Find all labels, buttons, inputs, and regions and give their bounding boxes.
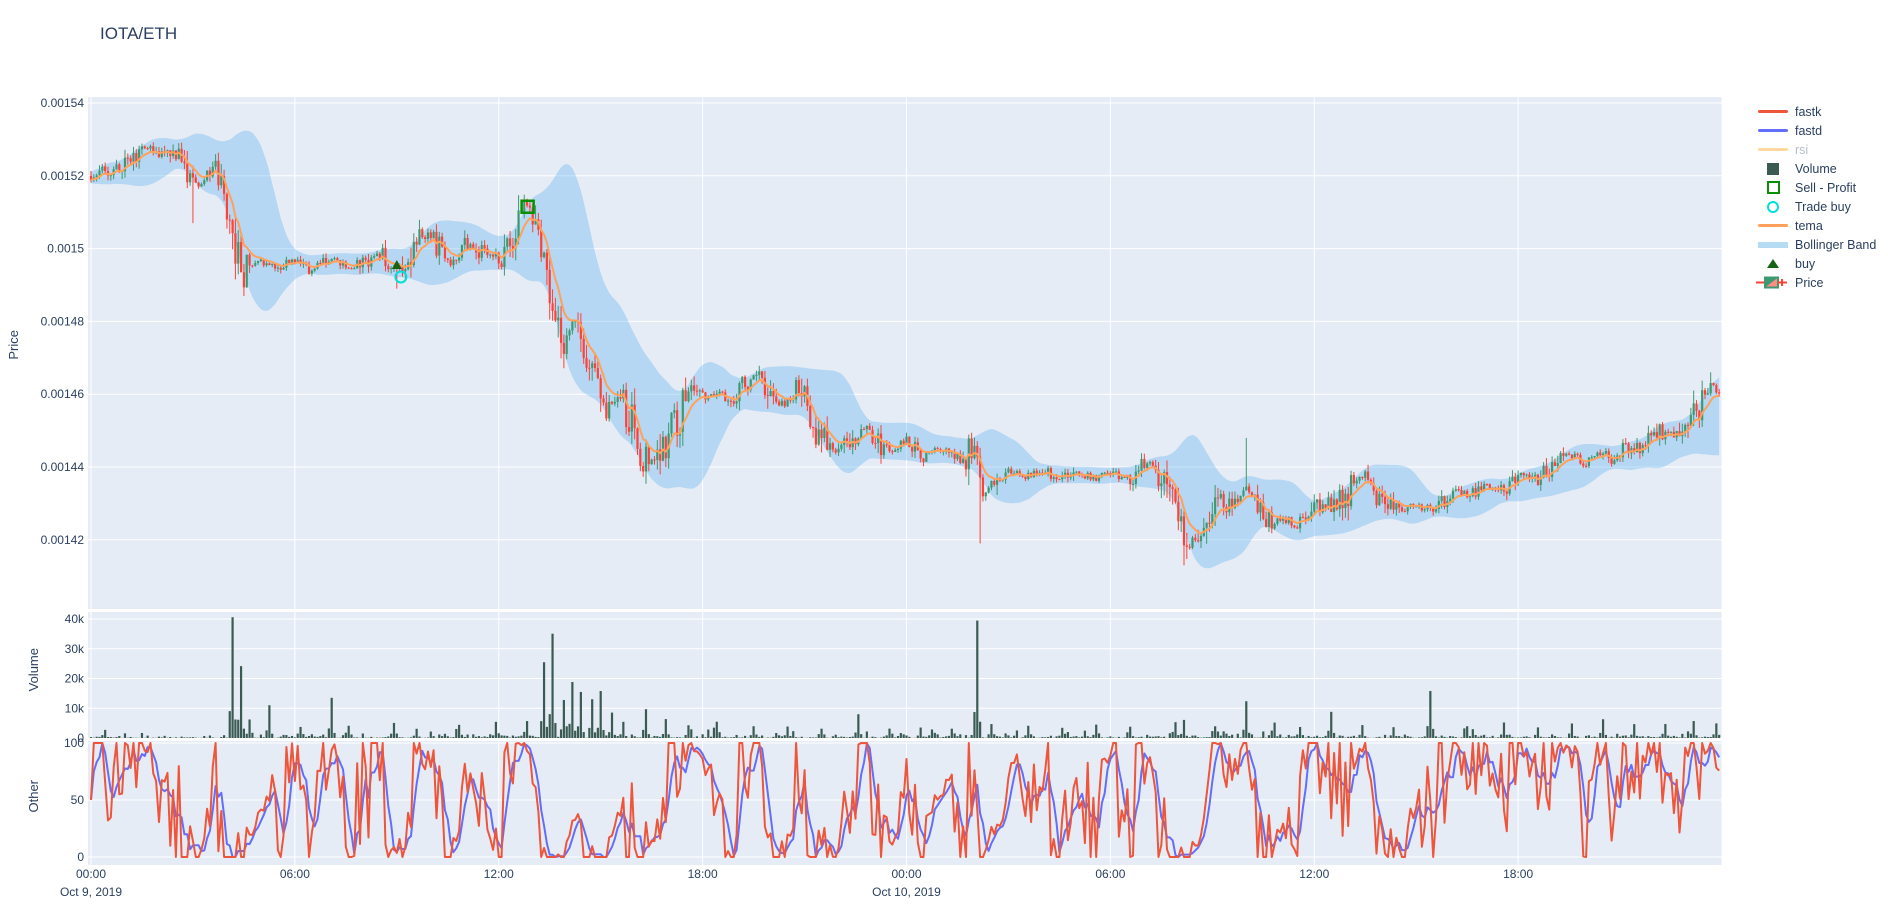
svg-text:12:00: 12:00 [484,867,514,881]
price-pane-bg[interactable] [88,97,1722,609]
svg-text:100: 100 [64,736,84,750]
volume-pane-bg[interactable] [88,612,1722,738]
legend-label-volume: Volume [1795,161,1837,176]
legend-item-fastk[interactable]: fastk [1756,102,1876,121]
svg-text:0.0015: 0.0015 [47,242,84,256]
legend-item-buy[interactable]: buy [1756,254,1876,273]
legend-label-bollinger-band: Bollinger Band [1795,237,1877,252]
legend-item-bollinger-band[interactable]: Bollinger Band [1756,235,1876,254]
legend-label-fastk: fastk [1795,104,1822,119]
svg-text:Oct 10, 2019: Oct 10, 2019 [872,885,941,899]
tema-line[interactable] [90,150,1720,535]
buy-legend-swatch-icon [1756,259,1790,268]
other-axis-title: Other [26,780,41,813]
trade-buy-legend-swatch-icon [1756,200,1790,213]
fastk-legend-swatch-icon [1756,110,1790,113]
svg-text:18:00: 18:00 [1503,867,1533,881]
axis-tick-labels: 0.00154 0.00152 0.0015 0.00148 0.00146 0.0014… [41,96,1534,899]
svg-text:0.00146: 0.00146 [41,387,85,401]
price-legend-swatch-icon [1756,275,1790,290]
svg-text:0.00152: 0.00152 [41,169,85,183]
legend-item-price[interactable]: Price [1756,273,1876,292]
price-axis-title: Price [6,330,21,360]
legend-item-rsi[interactable]: rsi [1756,140,1876,159]
trade-buy-marker[interactable] [394,270,408,284]
svg-text:00:00: 00:00 [891,867,921,881]
svg-text:0: 0 [77,850,84,864]
buy-signal-marker[interactable] [391,259,402,269]
svg-text:0.00154: 0.00154 [41,96,85,110]
svg-text:00:00: 00:00 [76,867,106,881]
bollinger-band [91,130,1720,569]
legend: fastk fastd rsi Volume Sell - Profit Trade bu… [1756,102,1876,292]
fastd-legend-swatch-icon [1756,129,1790,132]
sell-profit-marker[interactable] [520,199,535,214]
legend-label-price: Price [1795,275,1824,290]
svg-text:0.00142: 0.00142 [41,533,85,547]
svg-text:18:00: 18:00 [688,867,718,881]
volume-legend-swatch-icon [1756,162,1790,175]
sell-profit-legend-swatch-icon [1756,181,1790,194]
svg-text:40k: 40k [65,612,85,626]
bollinger-band-legend-swatch-icon [1756,241,1790,248]
tema-legend-swatch-icon [1756,224,1790,227]
legend-label-fastd: fastd [1795,123,1823,138]
legend-item-tema[interactable]: tema [1756,216,1876,235]
fastk-line[interactable] [90,742,1720,858]
page-title: IOTA/ETH [100,24,178,43]
svg-text:06:00: 06:00 [280,867,310,881]
legend-item-volume[interactable]: Volume [1756,159,1876,178]
svg-text:20k: 20k [65,672,85,686]
legend-item-fastd[interactable]: fastd [1756,121,1876,140]
volume-axis-title: Volume [26,648,41,692]
svg-text:Oct 9, 2019: Oct 9, 2019 [60,885,122,899]
legend-label-buy: buy [1795,256,1816,271]
volume-bars[interactable] [89,617,1721,739]
svg-text:50: 50 [71,793,85,807]
svg-text:30k: 30k [65,642,85,656]
legend-label-rsi: rsi [1795,142,1809,157]
svg-text:06:00: 06:00 [1095,867,1125,881]
gridlines [88,97,1723,865]
svg-text:0.00144: 0.00144 [41,460,85,474]
svg-text:10k: 10k [65,701,85,715]
rsi-legend-swatch-icon [1756,148,1790,151]
svg-text:0.00148: 0.00148 [41,314,85,328]
legend-label-trade-buy: Trade buy [1795,199,1851,214]
legend-label-tema: tema [1795,218,1823,233]
legend-item-trade-buy[interactable]: Trade buy [1756,197,1876,216]
legend-item-sell-profit[interactable]: Sell - Profit [1756,178,1876,197]
legend-label-sell-profit: Sell - Profit [1795,180,1857,195]
svg-text:12:00: 12:00 [1299,867,1329,881]
svg-text:0: 0 [77,731,84,745]
